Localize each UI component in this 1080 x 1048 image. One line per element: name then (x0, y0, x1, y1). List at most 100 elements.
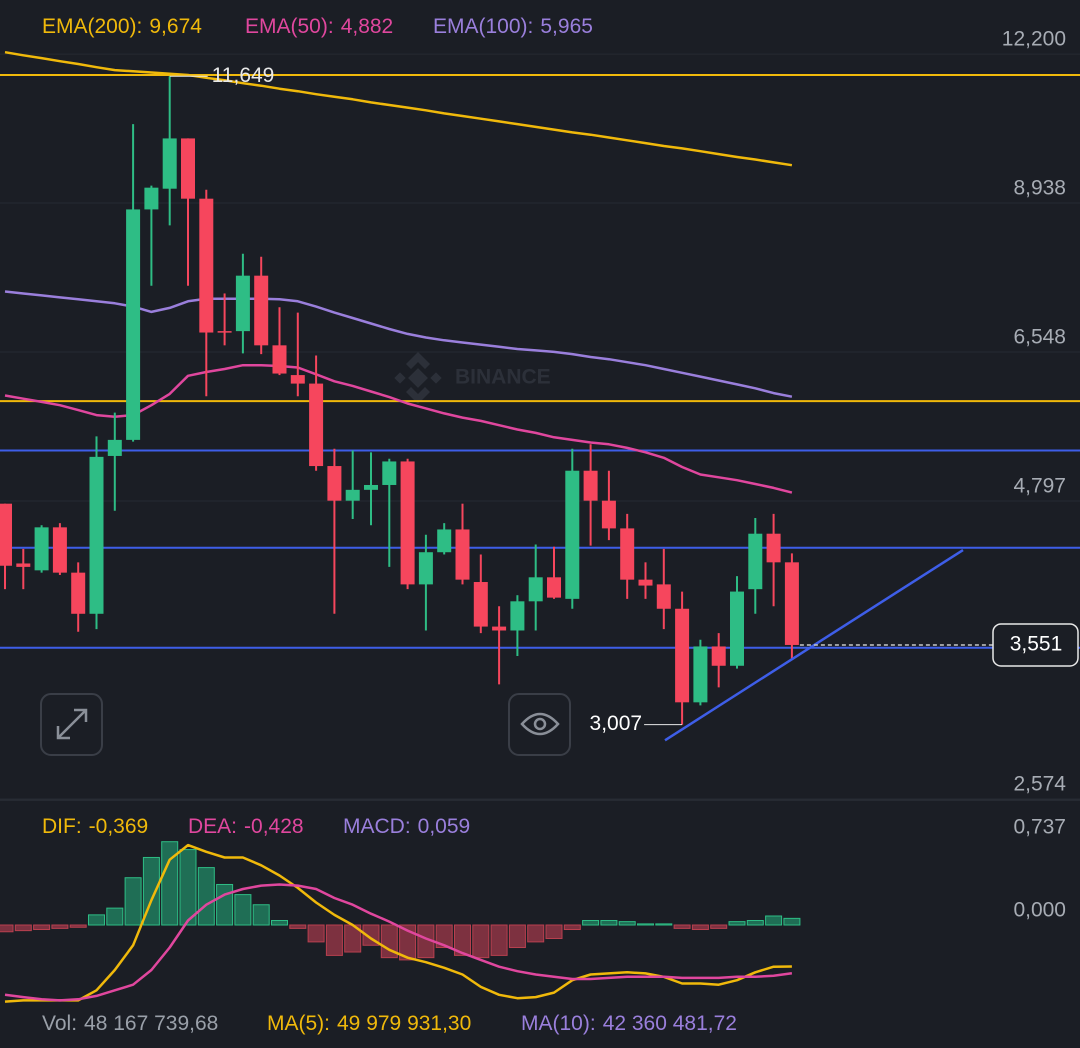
macd-bar (655, 923, 673, 926)
candle-body (400, 461, 415, 585)
macd-bar (124, 877, 142, 926)
candle-body (144, 187, 159, 210)
legend-value: 5,965 (540, 15, 593, 38)
macd-line (4, 883, 793, 1002)
candle-body (601, 500, 616, 529)
candle-body (473, 582, 488, 627)
low-label: 3,007 (590, 712, 643, 735)
macd-bar (161, 841, 179, 926)
candle-body (766, 533, 781, 563)
macd-bar (14, 924, 32, 932)
legend-name: EMA(100): (433, 15, 533, 38)
volume-legend-value: 42 360 481,72 (603, 1012, 737, 1035)
candle-body (0, 503, 12, 566)
volume-legend-value: 48 167 739,68 (84, 1012, 218, 1035)
candle-body (638, 579, 653, 586)
candle-body (455, 529, 470, 580)
candle-body (510, 601, 525, 631)
volume-legend-entry: MA(5): 49 979 931,30 (267, 1012, 471, 1035)
macd-bar (691, 924, 709, 931)
legend-value: 0,059 (418, 815, 471, 838)
y-tick-label: 4,797 (1013, 475, 1066, 498)
y-tick-label: 0,737 (1013, 816, 1066, 839)
y-tick-label: 0,000 (1013, 899, 1066, 922)
legend-name: MACD: (343, 815, 411, 838)
macd-bar (307, 924, 325, 943)
candle-body (364, 484, 378, 490)
legend-value: -0,428 (244, 815, 304, 838)
macd-bar (289, 924, 307, 929)
candle-body (693, 646, 708, 703)
macd-bar (600, 920, 618, 926)
macd-bar (545, 924, 563, 940)
volume-legend-entry: Vol: 48 167 739,68 (42, 1012, 218, 1035)
macd-bar (33, 924, 51, 931)
candle-body (254, 275, 269, 346)
legend-entry: EMA(50): 4,882 (245, 15, 393, 38)
candle-body (126, 209, 141, 440)
macd-bar (252, 904, 270, 926)
legend-value: -0,369 (89, 815, 149, 838)
macd-bar (783, 917, 801, 926)
macd-bar (51, 924, 69, 929)
volume-legend-entry: MA(10): 42 360 481,72 (521, 1012, 737, 1035)
candle-body (730, 591, 744, 666)
macd-bar (673, 924, 691, 929)
candle-body (272, 345, 287, 374)
legend-name: EMA(200): (42, 15, 142, 38)
macd-bar (271, 920, 288, 926)
candle-body (71, 572, 86, 614)
high-label: 11,649 (212, 64, 275, 87)
macd-bar (380, 924, 398, 959)
candle-body (675, 608, 690, 703)
candle-body (34, 527, 49, 571)
macd-bar (746, 920, 764, 926)
volume-legend-name: MA(10): (521, 1012, 596, 1035)
legend-entry: MACD: 0,059 (343, 815, 470, 838)
candle-body (52, 527, 67, 573)
candle-body (217, 331, 232, 333)
candle-body (199, 198, 214, 333)
candle-body (583, 470, 598, 501)
candle-body (162, 138, 177, 189)
candle-body (748, 533, 763, 590)
volume-legend-name: Vol: (42, 1012, 77, 1035)
price-box (992, 623, 1079, 667)
macd-bar (563, 924, 581, 931)
macd-bar (435, 924, 453, 949)
candle-body (620, 528, 635, 580)
macd-bar (527, 924, 545, 943)
price-label: 3,551 (1010, 633, 1063, 656)
visibility-button[interactable] (508, 693, 571, 756)
y-tick-label: 2,574 (1013, 773, 1066, 796)
watermark-text: BINANCE (455, 366, 551, 389)
macd-bar (582, 920, 600, 926)
macd-bar (472, 924, 490, 959)
candle-body (418, 552, 433, 585)
candle-body (89, 456, 104, 614)
candle-body (107, 439, 122, 456)
macd-bar (618, 921, 636, 926)
candle-body (382, 461, 397, 485)
legend-value: 9,674 (149, 15, 202, 38)
macd-bar (0, 924, 14, 933)
legend-entry: DEA: -0,428 (188, 815, 304, 838)
candle-body (711, 646, 726, 666)
macd-bar (399, 924, 417, 961)
legend-entry: DIF: -0,369 (42, 815, 148, 838)
macd-bar (637, 923, 654, 926)
macd-bar (765, 915, 783, 926)
macd-bar (216, 883, 234, 926)
candle-body (327, 466, 342, 501)
candle-body (290, 375, 305, 384)
legend-name: EMA(50): (245, 15, 334, 38)
expand-button[interactable] (40, 693, 103, 756)
candle-body (565, 470, 580, 599)
plot: 12,200 8,938 6,548 4,797 2,574 11,649 3,007 3,5… (0, 15, 1080, 1035)
macd-bar (234, 894, 252, 926)
legend-value: 4,882 (341, 15, 394, 38)
candle-body (492, 626, 507, 631)
candle-body (16, 563, 31, 567)
